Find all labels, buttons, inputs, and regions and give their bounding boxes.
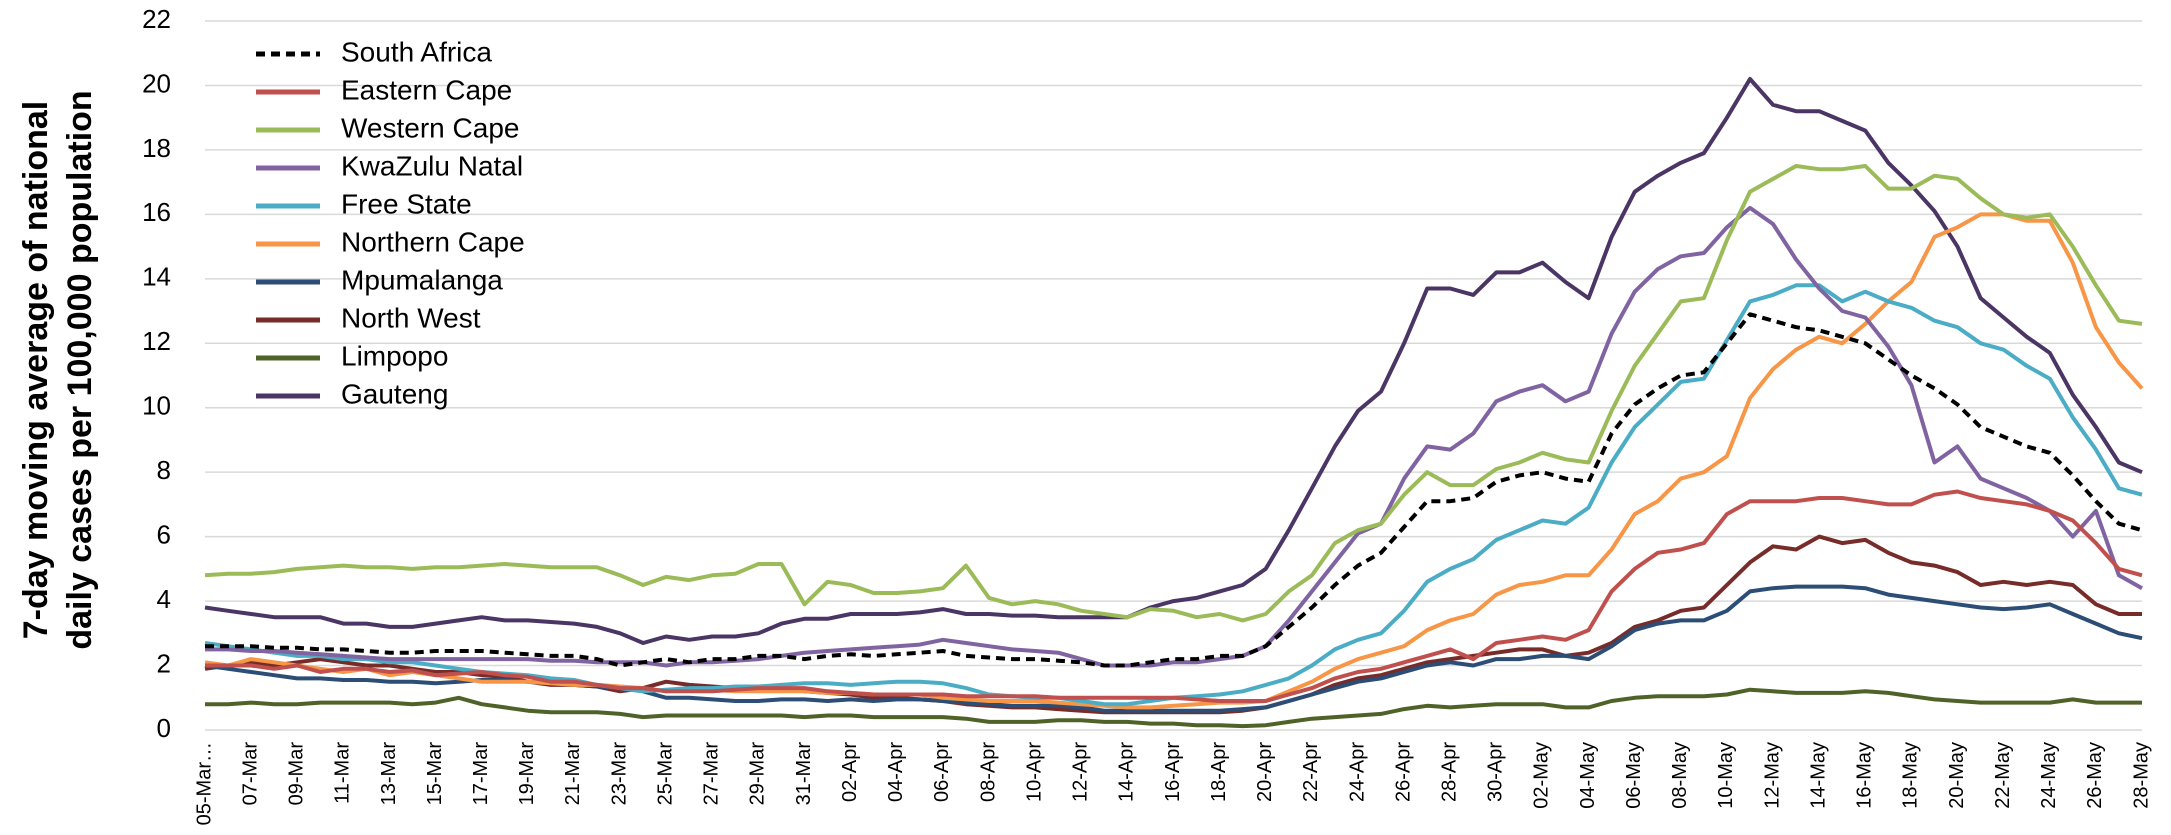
x-tick-label: 29-Mar — [747, 742, 769, 806]
x-tick-label: 13-Mar — [378, 742, 400, 806]
x-tick-label: 21-Mar — [562, 742, 584, 806]
legend-label: North West — [341, 302, 481, 333]
x-tick-label: 16-May — [1854, 742, 1876, 809]
series-line — [204, 212, 2144, 710]
x-tick-label: 11-Mar — [332, 742, 354, 804]
legend-label: Northern Cape — [341, 226, 525, 257]
y-tick-label: 2 — [157, 648, 171, 678]
x-tick-label: 06-May — [1623, 742, 1645, 809]
x-tick-label: 19-Mar — [516, 742, 538, 806]
x-tick-label: 20-May — [1946, 742, 1968, 809]
y-tick-label: 14 — [142, 262, 171, 292]
x-tick-label: 24-Apr — [1346, 742, 1368, 802]
legend-label: Eastern Cape — [341, 74, 512, 105]
y-tick-label: 22 — [142, 4, 171, 34]
series-line — [204, 283, 2143, 707]
x-tick-label: 28-Apr — [1438, 742, 1460, 802]
x-tick-label: 04-Apr — [885, 742, 907, 802]
x-tick-label: 17-Mar — [470, 742, 492, 806]
legend-label: Gauteng — [341, 378, 448, 409]
legend-label: Mpumalanga — [341, 264, 503, 295]
x-tick-label: 31-Mar — [793, 742, 815, 806]
y-tick-label: 0 — [157, 713, 171, 743]
series-line — [205, 205, 2143, 668]
x-tick-label: 25-Mar — [654, 742, 676, 806]
x-tick-label: 22-May — [1992, 742, 2014, 809]
series-line — [204, 77, 2143, 645]
legend-label: Free State — [341, 188, 472, 219]
x-tick-label: 26-Apr — [1392, 742, 1414, 802]
y-tick-label: 12 — [142, 326, 171, 356]
x-tick-label: 07-Mar — [239, 742, 261, 806]
x-tick-label: 26-May — [2084, 742, 2106, 809]
x-tick-label: 10-May — [1715, 742, 1737, 809]
legend-label: Western Cape — [341, 112, 519, 143]
series-line — [204, 164, 2143, 623]
x-tick-label: 30-Apr — [1485, 742, 1507, 802]
y-tick-label: 8 — [157, 455, 171, 485]
y-tick-label: 18 — [142, 133, 171, 163]
x-tick-label: 10-Apr — [1023, 742, 1045, 802]
x-tick-label: 23-Mar — [608, 742, 630, 806]
x-tick-label: 02-May — [1531, 742, 1553, 809]
y-tick-label: 6 — [157, 520, 171, 550]
x-tick-label: 05-Mar… — [193, 742, 215, 825]
x-tick-label: 02-Apr — [839, 742, 861, 802]
x-tick-label: 04-May — [1577, 742, 1599, 809]
x-tick-label: 14-May — [1807, 742, 1829, 809]
y-axis-title-line: daily cases per 100,000 population — [61, 90, 99, 649]
legend-label: South Africa — [341, 36, 492, 67]
x-tick-label: 09-Mar — [286, 742, 308, 806]
x-tick-label: 16-Apr — [1162, 742, 1184, 802]
series-line — [205, 687, 2142, 729]
x-tick-label: 08-May — [1669, 742, 1691, 809]
x-tick-label: 15-Mar — [424, 742, 446, 806]
x-tick-label: 28-May — [2130, 742, 2152, 809]
y-tick-label: 20 — [142, 68, 171, 98]
y-axis-title: 7-day moving average of national daily c… — [17, 90, 99, 649]
x-tick-label: 20-Apr — [1254, 742, 1276, 802]
x-tick-label: 22-Apr — [1300, 742, 1322, 802]
x-tick-label: 24-May — [2038, 742, 2060, 809]
series-line — [205, 312, 2143, 668]
x-tick-label: 18-May — [1900, 742, 1922, 809]
y-axis-title-line: 7-day moving average of national — [17, 101, 55, 639]
legend: South Africa Eastern Cape Western Cape KwaZ… — [256, 36, 525, 409]
x-tick-label: 27-Mar — [701, 742, 723, 806]
x-tick-label: 12-May — [1761, 742, 1783, 809]
x-tick-label: 14-Apr — [1116, 742, 1138, 802]
x-tick-label: 12-Apr — [1070, 742, 1092, 802]
x-tick-label: 18-Apr — [1208, 742, 1230, 802]
series-line — [205, 489, 2143, 703]
y-tick-label: 10 — [142, 391, 171, 421]
legend-label: Limpopo — [341, 340, 448, 371]
legend-label: KwaZulu Natal — [341, 150, 523, 181]
y-tick-label: 16 — [142, 197, 171, 227]
y-tick-label: 4 — [157, 584, 171, 614]
x-tick-label: 06-Apr — [931, 742, 953, 802]
x-tick-label: 08-Apr — [977, 742, 999, 802]
